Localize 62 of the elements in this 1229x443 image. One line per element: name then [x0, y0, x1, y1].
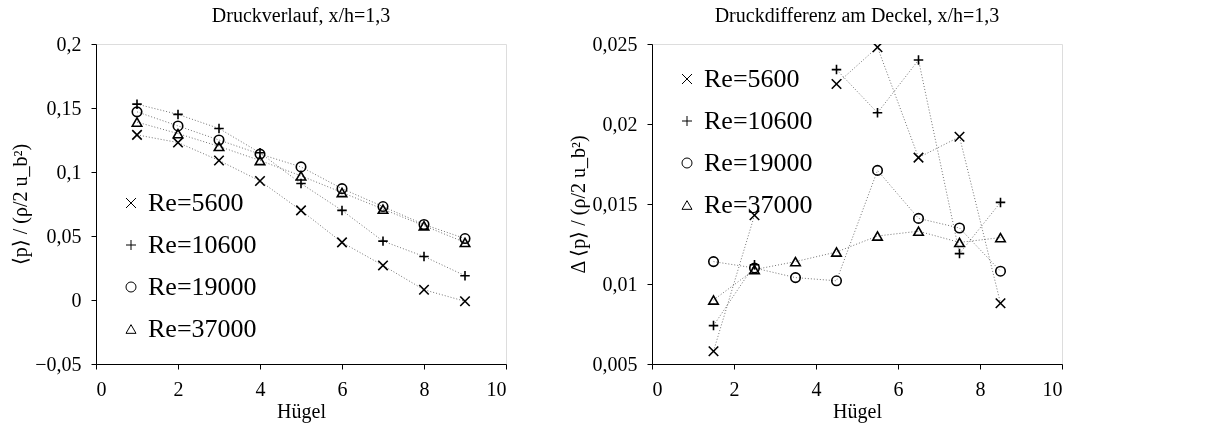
point — [871, 231, 884, 241]
point — [953, 131, 966, 143]
y-tick-label: 0,2 — [56, 32, 82, 55]
point — [953, 222, 966, 234]
x-tick-label: 2 — [173, 377, 184, 400]
point — [871, 164, 884, 176]
x-tick-label: 4 — [255, 377, 266, 400]
y-tick-label: 0,02 — [602, 112, 638, 135]
x-tick-label: 6 — [337, 377, 348, 400]
x-tick-label: 8 — [419, 377, 430, 400]
y-tick-label: 0,025 — [592, 32, 638, 55]
x-axis-title: Hügel — [277, 399, 327, 423]
point — [707, 295, 720, 305]
legend-label: Re=37000 — [704, 190, 813, 219]
x-axis-title: Hügel — [833, 399, 883, 423]
y-tick-label: 0,15 — [46, 96, 82, 119]
legend-label: Re=10600 — [148, 230, 257, 259]
legend-label: Re=5600 — [704, 64, 800, 93]
point — [789, 256, 802, 267]
point — [912, 226, 925, 237]
y-tick-label: 0,015 — [592, 192, 638, 215]
point — [707, 256, 720, 268]
y-tick-label: 0 — [71, 288, 82, 311]
point — [789, 272, 802, 284]
y-tick-label: 0,01 — [602, 272, 638, 295]
point — [830, 275, 843, 287]
point — [707, 345, 720, 357]
legend-label: Re=19000 — [704, 148, 813, 177]
point — [912, 212, 925, 224]
point — [830, 78, 843, 90]
point — [994, 196, 1007, 208]
chart-title: Druckdifferenz am Deckel, x/h=1,3 — [714, 4, 1000, 26]
point — [953, 248, 966, 260]
x-tick-label: 6 — [893, 377, 904, 400]
point — [871, 107, 884, 119]
legend-label: Re=19000 — [148, 272, 257, 301]
point — [953, 237, 966, 248]
y-tick-label: 0,05 — [46, 224, 82, 247]
point — [994, 265, 1007, 277]
x-tick-label: 8 — [975, 377, 986, 400]
chart-title: Druckverlauf, x/h=1,3 — [211, 4, 391, 26]
point — [912, 152, 925, 164]
legend-label: Re=5600 — [148, 188, 244, 217]
point — [830, 247, 843, 257]
y-axis-title: Δ ⟨p⟩ / (ρ/2 u_b²) — [566, 135, 590, 274]
x-tick-label: 0 — [652, 377, 663, 400]
y-axis-title: ⟨p⟩ / (ρ/2 u_b²) — [9, 143, 33, 266]
x-tick-label: 10 — [1042, 377, 1063, 400]
x-tick-label: 4 — [811, 377, 822, 400]
y-tick-label: −0,05 — [35, 352, 82, 375]
point — [994, 297, 1007, 309]
x-tick-label: 0 — [96, 377, 107, 400]
point — [707, 320, 720, 332]
x-tick-label: 2 — [729, 377, 740, 400]
point — [994, 232, 1007, 243]
point — [912, 54, 925, 66]
legend-label: Re=37000 — [148, 314, 257, 343]
y-tick-label: 0,1 — [56, 160, 82, 183]
y-tick-label: 0,005 — [592, 352, 638, 375]
legend-label: Re=10600 — [704, 106, 813, 135]
point — [830, 64, 843, 76]
x-tick-label: 10 — [486, 377, 507, 400]
